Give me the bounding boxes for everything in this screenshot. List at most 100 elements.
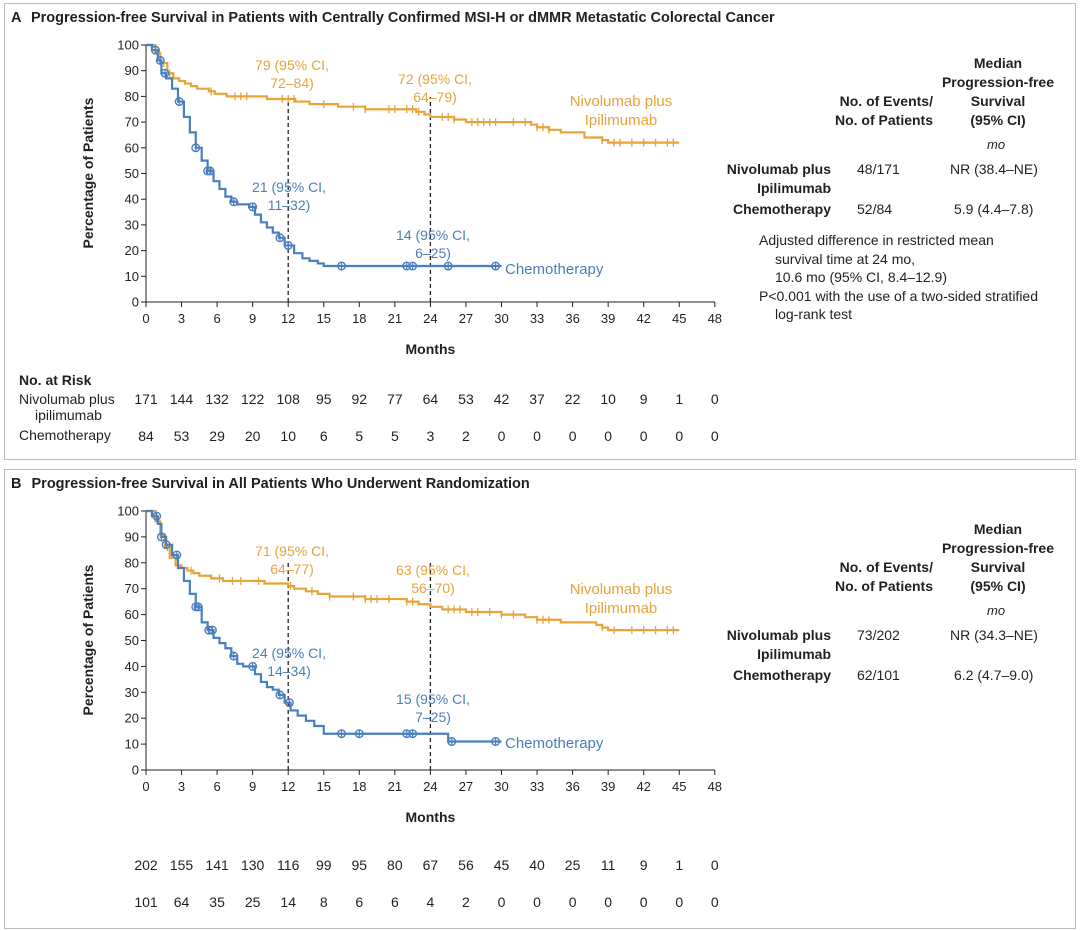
y-tick-label: 90	[125, 63, 139, 78]
median-value-chemo: 5.9 (4.4–7.8)	[954, 201, 1034, 217]
x-tick-label: 9	[249, 311, 256, 326]
risk-value: 67	[423, 857, 439, 873]
risk-value: 0	[498, 894, 506, 910]
risk-value: 20	[245, 428, 261, 444]
risk-value: 0	[533, 428, 541, 444]
x-tick-label: 27	[459, 779, 473, 794]
footnote-line: P<0.001 with the use of a two-sided stra…	[759, 287, 1038, 304]
risk-value: 171	[134, 391, 158, 407]
x-tick-label: 12	[281, 779, 295, 794]
risk-row-label-chemo: Chemotherapy	[19, 427, 111, 443]
risk-value: 0	[640, 428, 648, 444]
group-label-line: Chemotherapy	[732, 667, 831, 683]
x-tick-label: 24	[423, 779, 437, 794]
x-tick-label: 42	[636, 311, 650, 326]
x-axis-title: Months	[406, 809, 456, 825]
group-label-line: Chemotherapy	[732, 201, 831, 217]
panel-title: A Progression-free Survival in Patients …	[11, 10, 775, 26]
risk-row-label-nivo: Nivolumab plus ipilimumab	[19, 391, 115, 423]
y-tick-label: 80	[125, 89, 139, 104]
group-label-nivo: Nivolumab plus Ipilimumab	[685, 160, 831, 198]
series-label-nivo: Nivolumab plus	[570, 581, 673, 598]
y-tick-label: 70	[125, 581, 139, 596]
series-label-nivo: Nivolumab plus	[570, 93, 673, 110]
y-tick-label: 40	[125, 192, 139, 207]
risk-value: 116	[277, 857, 300, 873]
risk-value: 122	[241, 391, 265, 407]
risk-value: 37	[529, 391, 545, 407]
x-tick-label: 0	[142, 779, 149, 794]
panel-title-text: Progression-free Survival in Patients wi…	[30, 10, 775, 26]
footnote-line: 10.6 mo (95% CI, 8.4–12.9)	[775, 269, 947, 285]
y-tick-label: 30	[125, 217, 139, 232]
risk-table-title: No. at Risk	[19, 372, 92, 388]
events-value-chemo: 62/101	[857, 667, 900, 683]
y-tick-label: 50	[125, 166, 139, 181]
y-tick-label: 0	[132, 295, 139, 310]
x-tick-label: 36	[565, 311, 579, 326]
series-label-chemo: Chemotherapy	[505, 735, 604, 752]
x-tick-label: 48	[708, 779, 722, 794]
risk-value: 0	[675, 894, 683, 910]
x-tick-label: 30	[494, 779, 508, 794]
events-header: No. of Events/ No. of Patients	[785, 558, 933, 596]
y-tick-label: 20	[125, 711, 139, 726]
y-axis-title: Percentage of Patients	[80, 97, 96, 248]
estimate-annotation: 71 (95% CI,	[255, 543, 329, 559]
events-header-line: No. of Patients	[834, 112, 933, 128]
risk-value: 108	[277, 391, 301, 407]
footnote-line: survival time at 24 mo,	[775, 250, 916, 267]
x-axis-title: Months	[406, 341, 456, 357]
risk-value: 99	[316, 857, 332, 873]
estimate-annotation: 21 (95% CI,	[252, 179, 326, 195]
x-tick-label: 45	[672, 779, 686, 794]
risk-label-line: Chemotherapy	[19, 427, 111, 443]
events-value-nivo: 48/171	[857, 161, 900, 177]
risk-value: 2	[462, 428, 470, 444]
risk-value: 101	[134, 894, 158, 910]
y-tick-label: 60	[125, 607, 139, 622]
risk-value: 42	[494, 391, 510, 407]
footnote-line: Adjusted difference in restricted mean	[759, 232, 994, 248]
group-label-line: Nivolumab plus	[726, 627, 831, 643]
risk-value: 0	[498, 428, 506, 444]
risk-value: 14	[280, 894, 296, 910]
y-tick-label: 50	[125, 633, 139, 648]
median-header: Median Progression-free Survival (95% CI…	[925, 54, 1071, 130]
panel-letter: B	[11, 476, 22, 492]
risk-value: 84	[138, 428, 154, 444]
x-tick-label: 18	[352, 311, 366, 326]
x-tick-label: 36	[565, 779, 579, 794]
median-value-nivo: NR (34.3–NE)	[950, 627, 1038, 643]
group-label-chemo: Chemotherapy	[685, 666, 831, 685]
x-tick-label: 33	[530, 779, 544, 794]
estimate-annotation: 79 (95% CI,	[255, 57, 329, 73]
y-tick-label: 100	[117, 38, 139, 53]
events-value-chemo: 52/84	[857, 201, 893, 217]
risk-value: 1	[675, 857, 683, 873]
y-tick-label: 90	[125, 529, 139, 544]
x-tick-label: 48	[708, 311, 722, 326]
y-tick-label: 40	[125, 659, 139, 674]
risk-value: 0	[569, 894, 577, 910]
risk-value: 64	[174, 894, 190, 910]
risk-value: 6	[355, 894, 363, 910]
footnote-line: log-rank test	[775, 306, 853, 322]
panel-b: B Progression-free Survival in All Patie…	[4, 469, 1076, 929]
x-tick-label: 45	[672, 311, 686, 326]
x-tick-label: 42	[636, 779, 650, 794]
footnote: Adjusted difference in restricted mean s…	[759, 231, 1071, 324]
group-label-line: Nivolumab plus	[726, 161, 831, 177]
events-value-nivo: 73/202	[857, 627, 900, 643]
risk-value: 45	[494, 857, 510, 873]
risk-value: 0	[604, 894, 612, 910]
estimate-annotation: 6–25)	[415, 245, 451, 261]
risk-value: 0	[640, 894, 648, 910]
y-tick-label: 10	[125, 737, 139, 752]
x-tick-label: 12	[281, 311, 295, 326]
y-tick-label: 100	[117, 504, 139, 519]
x-tick-label: 9	[249, 779, 256, 794]
risk-value: 0	[604, 428, 612, 444]
x-tick-label: 18	[352, 779, 366, 794]
